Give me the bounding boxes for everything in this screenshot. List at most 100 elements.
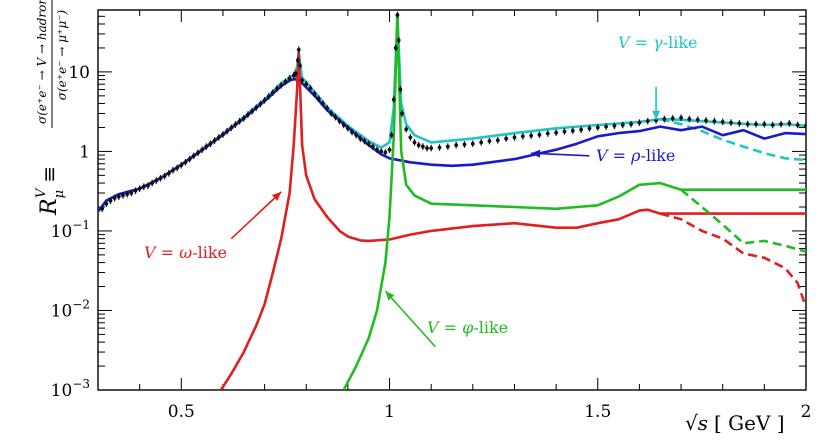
data-points-layer (100, 11, 806, 213)
data-point (329, 111, 334, 116)
data-point (554, 130, 559, 135)
data-point (125, 192, 130, 197)
data-point (520, 134, 525, 139)
x-label-sqrt: √s (685, 411, 708, 435)
x-axis-label: √s[ GeV ] (685, 411, 785, 435)
data-point (283, 79, 288, 84)
data-point (720, 120, 725, 124)
data-point (166, 171, 171, 176)
data-point (229, 125, 234, 130)
data-point (629, 122, 633, 127)
series-line-phi (342, 15, 806, 390)
data-point (396, 38, 401, 43)
y-label-equiv: ≡ (37, 166, 61, 183)
svg-text:RμV≡: RμV ≡ (34, 166, 67, 216)
data-point (104, 201, 109, 206)
data-point (246, 112, 250, 117)
data-point (137, 186, 142, 191)
data-point (512, 135, 517, 140)
data-point (350, 130, 354, 134)
data-point (662, 117, 667, 121)
y-tick-label: 10−1 (51, 218, 90, 242)
series-line-gamma-dashed (659, 117, 806, 162)
y-label-denominator: σ(e⁺e⁻ → μ⁺μ⁻) (55, 9, 69, 100)
data-point (408, 135, 413, 140)
data-point (154, 178, 159, 183)
annotation-arrowhead-gamma (652, 110, 661, 120)
data-point (187, 157, 192, 162)
data-point (404, 127, 409, 132)
x-tick-label: 2 (801, 402, 812, 422)
data-point (216, 135, 221, 140)
data-point (370, 144, 375, 149)
data-point (133, 188, 138, 193)
data-point (108, 198, 113, 203)
data-point (762, 122, 767, 127)
y-label-sup: V (34, 187, 49, 198)
data-point (296, 58, 300, 63)
y-axis-label: RμV ≡ σ(e⁺e⁻ → V → hadrons) σ(e⁺e⁻ → μ⁺μ⁻… (34, 0, 69, 216)
data-point (345, 126, 350, 131)
annotations-layer: V = γ-like V = ρ-like V = ω-like V = φ-like (144, 33, 698, 348)
data-point (100, 206, 105, 211)
data-point (196, 150, 200, 155)
data-point (312, 91, 317, 96)
data-point (146, 183, 150, 188)
data-point (225, 129, 230, 134)
annotation-arrowhead-rho (531, 149, 541, 158)
data-point (354, 133, 359, 138)
data-point (620, 123, 625, 127)
data-point (383, 150, 388, 155)
annotation-label-gamma: V = γ-like (618, 33, 698, 52)
annotation-label-phi: V = φ-like (427, 318, 508, 337)
x-label-unit: [ GeV ] (714, 411, 785, 435)
data-point (420, 144, 425, 149)
series-line-gamma (98, 15, 806, 213)
annotation-label-omega: V = ω-like (144, 243, 227, 262)
data-point (158, 176, 163, 181)
data-point (141, 184, 146, 189)
data-point (437, 145, 442, 150)
data-point (612, 123, 617, 128)
data-point (545, 131, 550, 136)
axis-ticks (98, 9, 807, 391)
y-tick-labels: 10−3 10−2 10−1 1 10 (51, 63, 90, 401)
data-point (208, 141, 213, 146)
data-point (296, 47, 301, 52)
y-tick-label: 10−3 (51, 377, 90, 401)
data-point (679, 115, 683, 120)
annotation-arrow-phi (384, 290, 436, 348)
data-point (362, 139, 367, 143)
data-point (770, 123, 775, 127)
data-point (412, 140, 417, 145)
annotation-arrow-rho (531, 152, 590, 157)
data-point (366, 141, 371, 146)
data-point (358, 136, 363, 141)
data-point (695, 117, 700, 122)
data-point (487, 139, 492, 143)
plot-frame (97, 9, 807, 391)
data-point (529, 133, 534, 138)
data-point (416, 143, 421, 148)
y-label-symbol: R (37, 198, 62, 216)
data-point (162, 174, 167, 178)
x-tick-label: 1 (384, 402, 395, 422)
data-point (262, 98, 267, 103)
data-point (254, 105, 259, 110)
svg-text:√s[ GeV ]: √s[ GeV ] (685, 411, 785, 435)
data-point (279, 83, 284, 88)
data-point (393, 46, 398, 50)
data-point (579, 127, 584, 132)
data-point (191, 153, 196, 158)
data-point (745, 122, 750, 127)
data-point (562, 129, 567, 134)
data-point (171, 168, 175, 173)
y-tick-label: 1 (79, 142, 90, 162)
data-point (337, 119, 342, 124)
data-point (325, 106, 329, 111)
data-point (271, 90, 275, 95)
data-point (121, 193, 125, 198)
data-point (275, 86, 279, 91)
y-label-sub: μ (52, 190, 67, 198)
